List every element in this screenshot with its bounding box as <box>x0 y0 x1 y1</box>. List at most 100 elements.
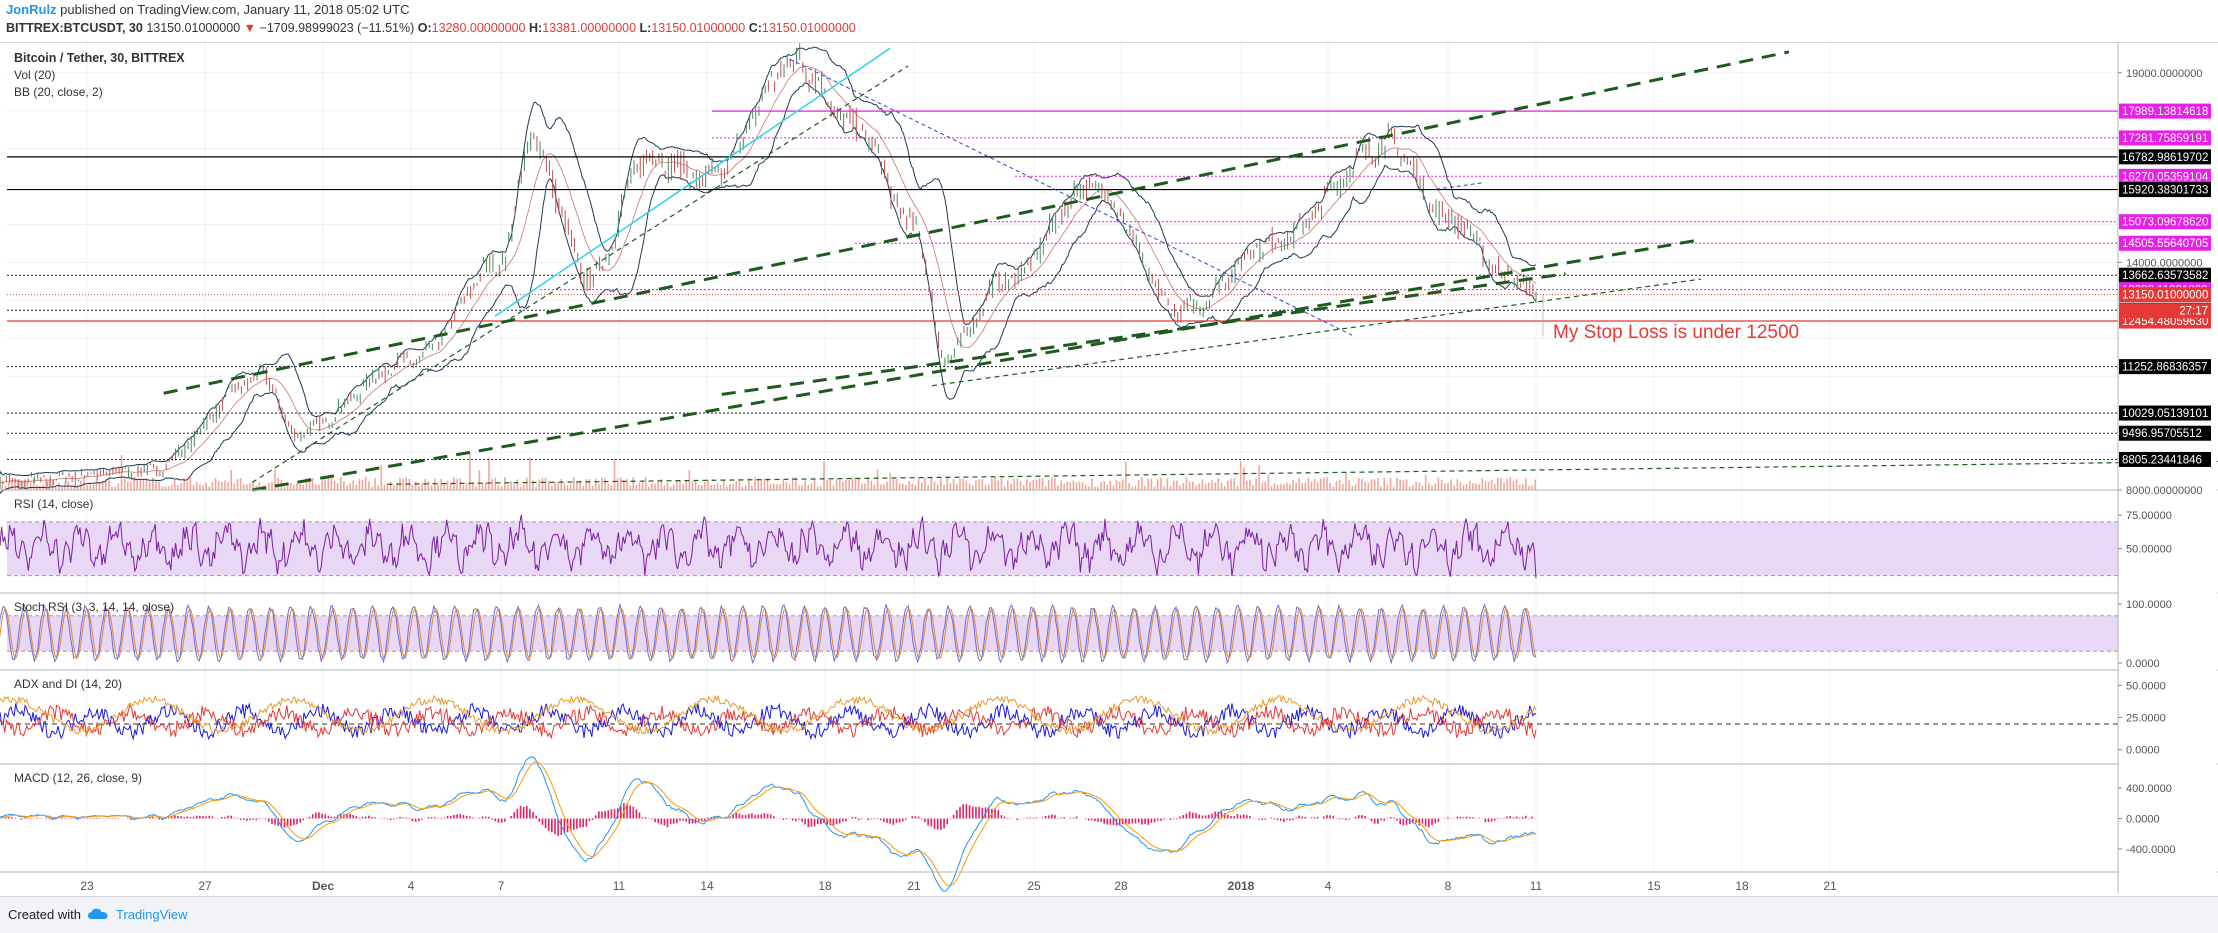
price-level-label: 17281.75859191 <box>2122 133 2208 145</box>
macd-histogram-bar <box>83 818 85 819</box>
x-tick-label: 7 <box>498 879 505 893</box>
macd-histogram-bar <box>1243 815 1245 819</box>
macd-histogram-bar <box>1070 818 1072 819</box>
y-tick-label: 14000.0000000 <box>2126 257 2202 269</box>
x-tick-label: 14 <box>700 879 714 893</box>
volume-bar <box>208 487 210 490</box>
macd-histogram-bar <box>595 815 597 818</box>
macd-histogram-bar <box>1280 819 1282 821</box>
volume-bar <box>714 485 716 490</box>
volume-bar <box>1380 486 1382 490</box>
volume-bar <box>770 484 772 490</box>
trend-line-upper-channel <box>164 52 1789 393</box>
volume-bar <box>1032 480 1034 490</box>
macd-histogram-bar <box>428 817 430 818</box>
volume-bar <box>1339 480 1341 490</box>
volume-bar <box>1361 479 1363 490</box>
volume-bar <box>1367 483 1369 490</box>
volume-bar <box>604 478 606 490</box>
macd-histogram-bar <box>969 805 971 818</box>
volume-bar <box>1528 486 1530 490</box>
macd-histogram-bar <box>1399 819 1401 825</box>
macd-histogram-bar <box>30 818 32 819</box>
volume-bar <box>136 480 138 490</box>
macd-histogram-bar <box>654 819 656 823</box>
macd-histogram-bar <box>11 817 13 818</box>
volume-bar <box>1004 486 1006 490</box>
macd-histogram-bar <box>845 819 847 822</box>
macd-histogram-bar <box>592 819 594 820</box>
volume-bar <box>1076 482 1078 490</box>
y-tick-label: 75.00000 <box>2126 510 2172 522</box>
volume-bar <box>1271 486 1273 490</box>
volume-bar <box>833 485 835 490</box>
macd-histogram-bar <box>1390 817 1392 819</box>
macd-histogram-bar <box>927 819 929 826</box>
macd-histogram-bar <box>1314 817 1316 818</box>
macd-histogram-bar <box>978 807 980 819</box>
macd-histogram-bar <box>1261 819 1263 821</box>
high-label: H: <box>529 21 542 35</box>
macd-histogram-bar <box>670 819 672 825</box>
volume-bar <box>249 483 251 490</box>
volume-bar <box>1198 484 1200 490</box>
volume-bar <box>1314 479 1316 490</box>
chart-canvas[interactable]: My Stop Loss is under 1250019000.0000000… <box>0 42 2218 894</box>
macd-histogram-bar <box>1147 819 1149 825</box>
macd-histogram-bar <box>130 819 132 820</box>
macd-histogram-bar <box>614 809 616 818</box>
macd-histogram-bar <box>405 818 407 819</box>
macd-histogram-bar <box>246 819 248 821</box>
author-link[interactable]: JonRulz <box>6 2 57 17</box>
volume-bar <box>440 479 442 490</box>
volume-bar <box>1218 478 1220 490</box>
tradingview-link[interactable]: TradingView <box>116 907 188 922</box>
macd-histogram-bar <box>896 819 898 823</box>
macd-histogram-bar <box>1422 819 1424 824</box>
macd-histogram-bar <box>1506 817 1508 819</box>
macd-histogram-bar <box>959 807 961 818</box>
macd-histogram-bar <box>576 819 578 829</box>
macd-histogram-bar <box>315 813 317 819</box>
volume-bar <box>779 484 781 490</box>
macd-histogram-bar <box>390 819 392 821</box>
volume-bar <box>1460 482 1462 490</box>
macd-histogram-bar <box>1163 819 1165 820</box>
volume-bar <box>1450 479 1452 490</box>
volume-bar <box>331 479 333 490</box>
last-price: 13150.01000000 <box>146 21 240 35</box>
volume-bar <box>140 480 142 490</box>
macd-histogram-bar <box>1339 819 1341 820</box>
trend-lines <box>164 48 2218 490</box>
volume-bar <box>1425 475 1427 490</box>
volume-bar <box>978 480 980 490</box>
volume-bar <box>1045 486 1047 490</box>
volume-bar <box>1224 486 1226 490</box>
volume-bar <box>1478 484 1480 490</box>
macd-histogram-bar <box>657 819 659 824</box>
volume-bar <box>1390 478 1392 490</box>
volume-bar <box>676 480 678 490</box>
macd-histogram-bar <box>46 819 48 820</box>
volume-bar <box>424 479 426 490</box>
macd-histogram-bar <box>1240 815 1242 818</box>
macd-histogram-bar <box>601 812 603 819</box>
macd-histogram-bar <box>24 819 26 820</box>
macd-histogram-bar <box>586 819 588 827</box>
volume-bar <box>877 470 879 490</box>
volume-bar <box>1377 478 1379 490</box>
price-level-label: 11252.86836357 <box>2122 362 2208 374</box>
macd-histogram-bar <box>265 819 267 820</box>
y-tick-label: 8000.00000000 <box>2126 485 2202 497</box>
macd-histogram-bar <box>1403 819 1405 826</box>
volume-bar <box>1406 479 1408 490</box>
volume-bar <box>431 486 433 490</box>
macd-histogram-bar <box>551 819 553 833</box>
volume-bar <box>1125 462 1127 490</box>
volume-bar <box>488 458 490 490</box>
volume-bar <box>421 483 423 490</box>
macd-histogram-bar <box>1186 814 1188 819</box>
volume-bar <box>636 485 638 490</box>
macd-histogram-bar <box>495 819 497 822</box>
volume-bar <box>86 485 88 490</box>
